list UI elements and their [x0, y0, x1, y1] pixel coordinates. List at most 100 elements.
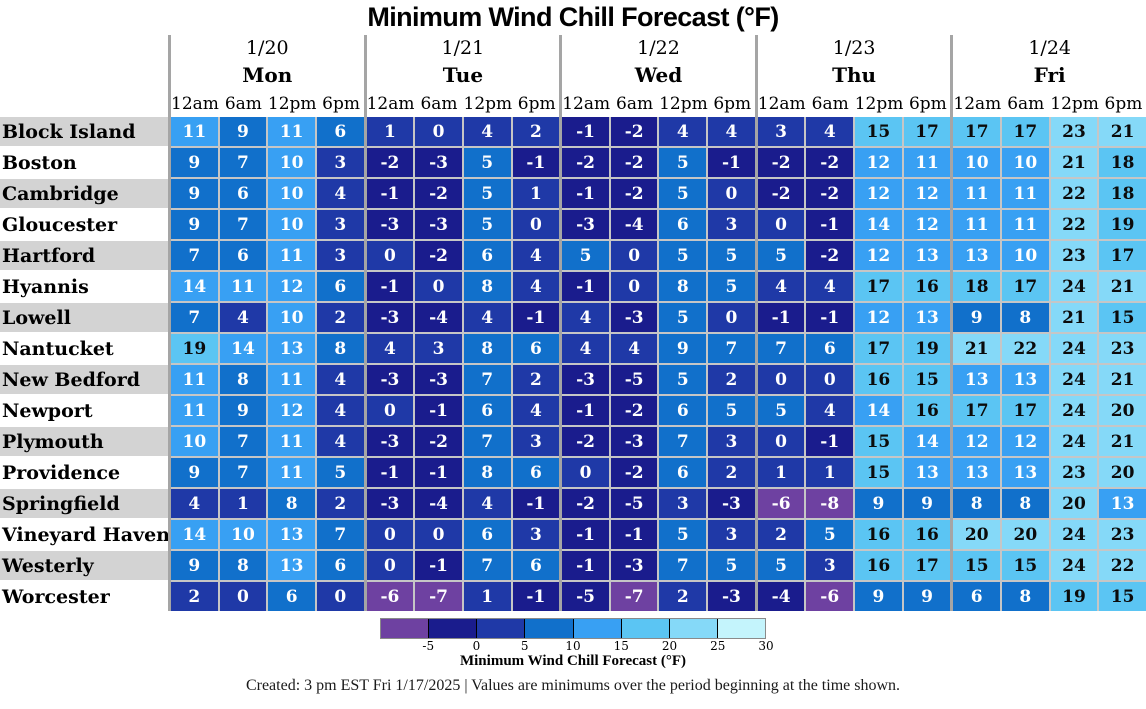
- day-group: 1/21 Tue 12am 6am 12pm 6pm 1 0 4 2 -2 -3 5 -1 -1 -2 5 1 -3…: [363, 35, 560, 611]
- value-cell: 1: [219, 489, 267, 518]
- value-cell: 20: [1002, 520, 1049, 549]
- value-cell: -3: [610, 427, 658, 456]
- value-cell: 3: [806, 551, 854, 580]
- value-cell: -7: [415, 582, 462, 611]
- value-cell: 5: [316, 458, 364, 487]
- value-cell: 7: [659, 427, 707, 456]
- value-cell: -2: [610, 179, 658, 208]
- city-label: Plymouth: [0, 427, 168, 456]
- day-header: Tue: [442, 63, 484, 87]
- value-cell: -1: [610, 520, 658, 549]
- value-cell: 3: [708, 427, 755, 456]
- value-cell: -3: [415, 365, 462, 394]
- value-cell: 4: [708, 117, 755, 146]
- value-cell: 22: [1050, 210, 1098, 239]
- time-header: 6pm: [517, 94, 556, 114]
- cell-grid: 11 9 11 6 9 7 10 3 9 6 10 4 9 7 10 3 7 6 11 3 14 11 12 6 7 4 10 2 19…: [171, 117, 364, 611]
- value-cell: 17: [953, 117, 1001, 146]
- value-cell: 1: [512, 179, 560, 208]
- value-cell: 11: [219, 272, 267, 301]
- value-cell: -2: [562, 148, 609, 177]
- value-cell: -3: [415, 210, 462, 239]
- value-cell: 3: [708, 520, 755, 549]
- value-cell: -2: [610, 458, 658, 487]
- city-label: Boston: [2, 151, 77, 174]
- value-cell: 6: [512, 551, 560, 580]
- value-cell: 13: [1099, 489, 1146, 518]
- value-cell: 17: [855, 272, 902, 301]
- time-header-row: 12am 6am 12pm 6pm: [171, 89, 364, 117]
- value-cell: 0: [610, 241, 658, 270]
- value-cell: 20: [1099, 396, 1146, 425]
- city-label: Hyannis: [2, 275, 89, 298]
- value-cell: 18: [1099, 179, 1146, 208]
- date-header: 1/24: [1028, 37, 1071, 59]
- value-cell: 24: [1050, 396, 1098, 425]
- value-cell: 7: [757, 334, 805, 363]
- time-header: 6am: [811, 94, 849, 114]
- value-cell: 6: [806, 334, 854, 363]
- value-cell: 7: [219, 458, 267, 487]
- city-label: Lowell: [0, 303, 168, 332]
- value-cell: 11: [268, 117, 315, 146]
- value-cell: -4: [610, 210, 658, 239]
- value-cell: 13: [268, 551, 315, 580]
- value-cell: 4: [366, 334, 414, 363]
- value-cell: 10: [268, 148, 315, 177]
- value-cell: 23: [1099, 520, 1146, 549]
- value-cell: 20: [1050, 489, 1098, 518]
- value-cell: 13: [903, 241, 951, 270]
- city-label: Providence: [2, 461, 121, 484]
- value-cell: 9: [171, 179, 218, 208]
- city-label: Vineyard Haven: [2, 523, 170, 546]
- value-cell: 4: [806, 117, 854, 146]
- value-cell: 16: [855, 551, 902, 580]
- value-cell: 4: [316, 396, 364, 425]
- colorbar-tick-label: 5: [520, 639, 529, 653]
- value-cell: 5: [463, 210, 511, 239]
- value-cell: 2: [708, 458, 755, 487]
- colorbar-tick-label: 15: [613, 639, 629, 653]
- value-cell: -2: [415, 427, 462, 456]
- value-cell: 15: [1002, 551, 1049, 580]
- value-cell: -2: [806, 179, 854, 208]
- value-cell: 7: [463, 551, 511, 580]
- value-cell: 10: [1002, 148, 1049, 177]
- colorbar-legend: -5 0 5 10 15 20 25 30 Minimum Wind Chill Foreca…: [380, 618, 774, 670]
- time-header-row: 12am 6am 12pm 6pm: [562, 89, 755, 117]
- value-cell: -5: [562, 582, 609, 611]
- value-cell: -3: [366, 210, 414, 239]
- value-cell: -1: [562, 179, 609, 208]
- value-cell: 13: [903, 303, 951, 332]
- value-cell: -3: [562, 210, 609, 239]
- value-cell: -1: [806, 210, 854, 239]
- value-cell: 17: [903, 551, 951, 580]
- value-cell: 5: [708, 272, 755, 301]
- value-cell: 0: [366, 396, 414, 425]
- footer-note: Created: 3 pm EST Fri 1/17/2025 | Values…: [245, 677, 901, 694]
- value-cell: 12: [268, 396, 315, 425]
- value-cell: 6: [659, 210, 707, 239]
- value-cell: 9: [855, 489, 902, 518]
- value-cell: 1: [366, 117, 414, 146]
- value-cell: 24: [1050, 334, 1098, 363]
- value-cell: 20: [953, 520, 1001, 549]
- value-cell: -1: [757, 303, 805, 332]
- value-cell: 17: [1002, 117, 1049, 146]
- value-cell: 13: [268, 520, 315, 549]
- time-header: 12am: [757, 94, 806, 114]
- value-cell: 17: [903, 117, 951, 146]
- value-cell: 2: [171, 582, 218, 611]
- colorbar-tick-label: 25: [710, 639, 726, 653]
- value-cell: -1: [366, 179, 414, 208]
- value-cell: 2: [512, 117, 560, 146]
- value-cell: 5: [659, 148, 707, 177]
- value-cell: 4: [512, 272, 560, 301]
- value-cell: 13: [953, 365, 1001, 394]
- value-cell: 10: [953, 148, 1001, 177]
- value-cell: -2: [610, 148, 658, 177]
- value-cell: 13: [903, 458, 951, 487]
- value-cell: 8: [463, 334, 511, 363]
- value-cell: 18: [953, 272, 1001, 301]
- colorbar-ticks: -5 0 5 10 15 20 25 30: [380, 639, 773, 653]
